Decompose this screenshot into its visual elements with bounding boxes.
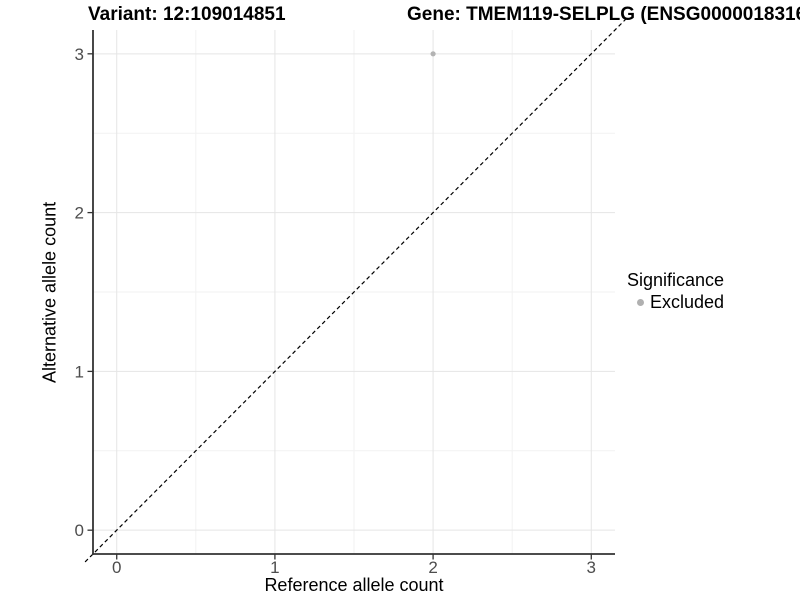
gene-title: Gene: TMEM119-SELPLG (ENSG00000183160: [407, 4, 800, 25]
legend: Significance Excluded: [627, 270, 724, 313]
y-tick-label-1: 1: [75, 362, 84, 381]
data-point-0: [430, 51, 436, 57]
legend-item-excluded: Excluded: [627, 292, 724, 313]
y-tick-label-0: 0: [75, 521, 84, 540]
y-axis-title: Alternative allele count: [39, 201, 60, 383]
legend-item-label: Excluded: [650, 292, 725, 312]
x-tick-label-0: 0: [112, 558, 121, 577]
variant-title: Variant: 12:109014851: [88, 4, 286, 25]
identity-reference-line: [84, 18, 627, 563]
excluded-point-swatch: [637, 299, 644, 306]
y-tick-label-2: 2: [75, 204, 84, 223]
x-axis-title: Reference allele count: [264, 575, 444, 595]
x-tick-label-1: 1: [270, 558, 279, 577]
legend-title: Significance: [627, 270, 725, 290]
y-tick-label-3: 3: [75, 45, 84, 64]
x-tick-label-2: 2: [428, 558, 437, 577]
x-tick-label-3: 3: [587, 558, 596, 577]
